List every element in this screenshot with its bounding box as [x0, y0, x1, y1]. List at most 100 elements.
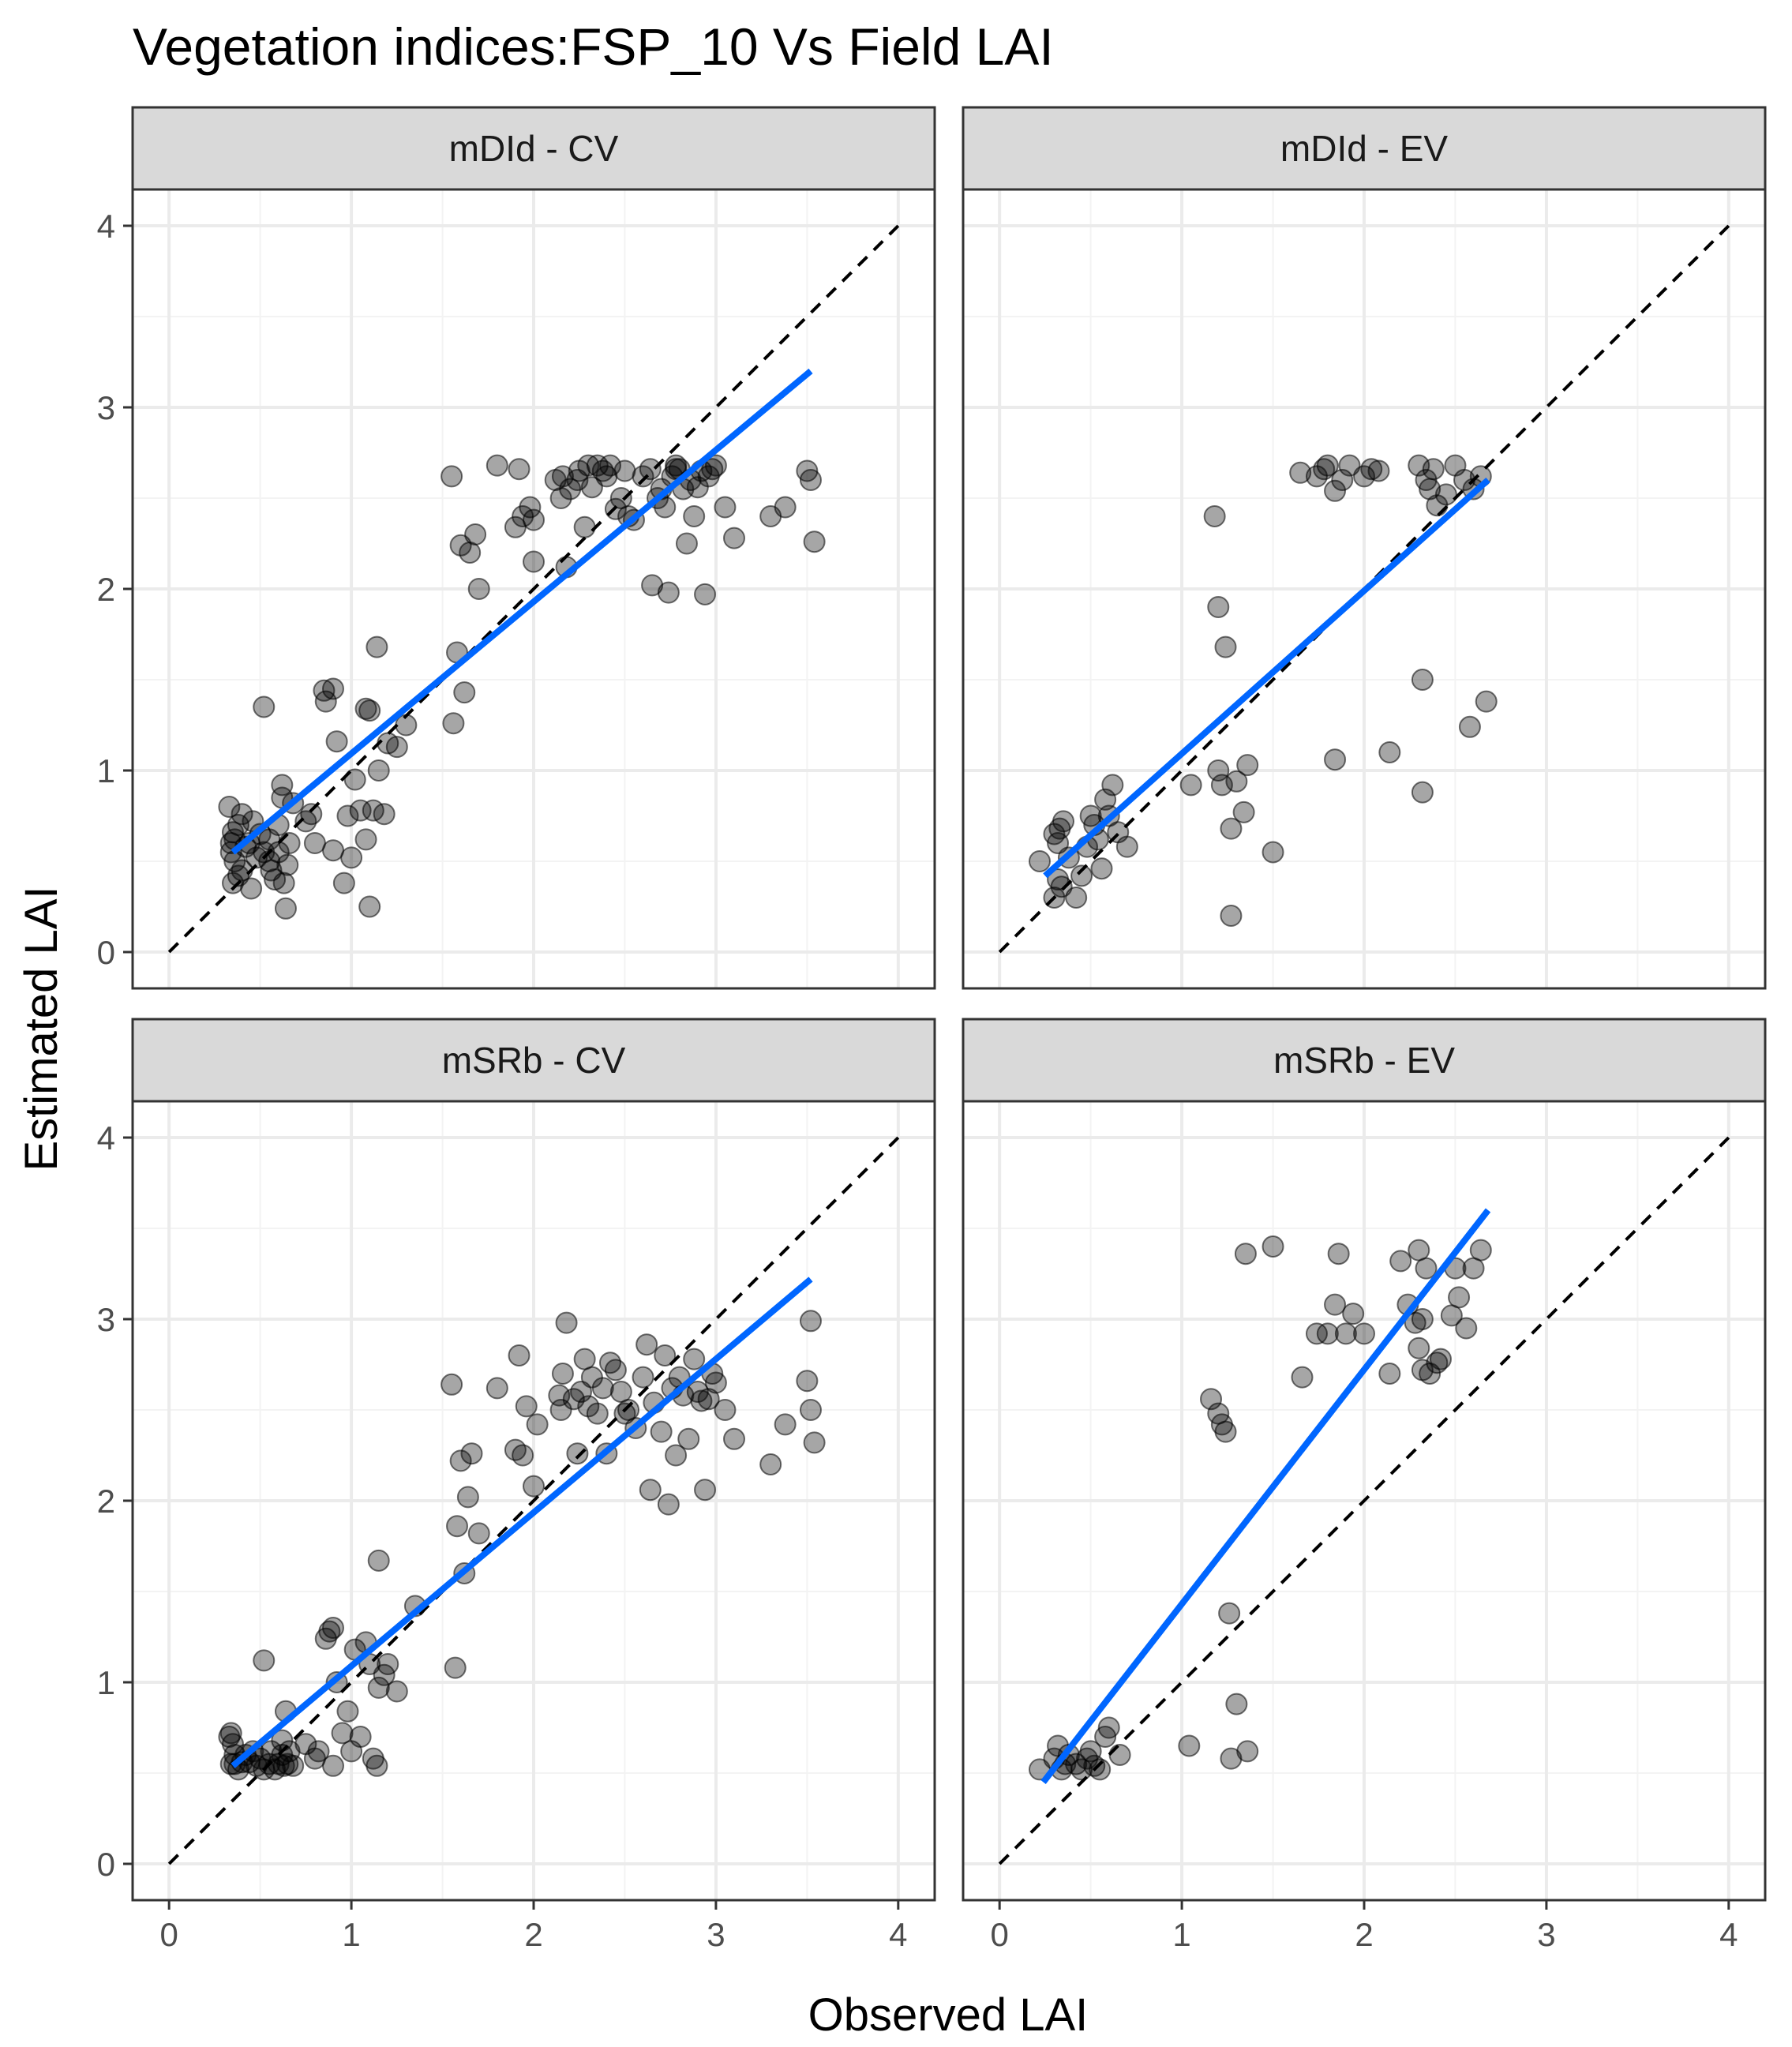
- data-point: [366, 635, 388, 658]
- data-point: [704, 454, 727, 477]
- x-tick-label: 0: [160, 1916, 178, 1953]
- x-tick-label: 2: [1355, 1916, 1373, 1953]
- y-tick-label: 4: [97, 1119, 115, 1157]
- data-point: [1050, 875, 1073, 898]
- data-point: [759, 1453, 782, 1475]
- data-point: [1214, 635, 1237, 658]
- data-point: [1455, 1317, 1478, 1340]
- panel-3: mSRb - CV 0 1 2 3 4 0 1 2 3 4: [97, 1018, 936, 1953]
- data-point: [1178, 1734, 1201, 1757]
- y-tick-label: 0: [97, 1846, 115, 1883]
- data-point: [322, 677, 344, 700]
- y-tick-label: 1: [97, 752, 115, 789]
- data-point: [635, 1333, 658, 1356]
- data-point: [272, 1754, 295, 1777]
- data-point: [1236, 754, 1259, 777]
- data-point: [639, 458, 662, 481]
- data-point: [460, 1442, 483, 1465]
- data-point: [665, 1444, 688, 1467]
- reference-line-1to1: [998, 1136, 1730, 1865]
- data-point: [512, 1444, 534, 1467]
- data-point: [551, 1363, 574, 1385]
- y-tick-label: 0: [97, 934, 115, 971]
- panel-2: mDId - EV: [962, 106, 1767, 990]
- data-point: [1324, 479, 1347, 502]
- data-point: [1207, 596, 1230, 618]
- y-axis-title: Estimated LAI: [16, 886, 67, 1171]
- data-point: [358, 895, 381, 918]
- data-point: [774, 1413, 797, 1436]
- data-point: [446, 1515, 469, 1538]
- data-point: [318, 1620, 341, 1643]
- data-point: [464, 523, 487, 545]
- data-point: [1324, 748, 1347, 771]
- data-point: [231, 803, 253, 826]
- data-point: [523, 508, 545, 531]
- data-point: [604, 1359, 627, 1382]
- facet-panels: mDId - CV 0 1 2 3 4 mDId - EV mSRb - CV 0 1 2 3 4 0 1 2…: [97, 106, 1767, 1953]
- data-point: [314, 690, 337, 713]
- data-point: [774, 496, 797, 519]
- data-point: [340, 846, 363, 869]
- data-point: [332, 872, 355, 894]
- data-point: [639, 1479, 662, 1502]
- facet-strip: [962, 106, 1767, 191]
- y-tick-label: 3: [97, 1301, 115, 1338]
- data-point: [1203, 505, 1226, 527]
- data-point: [723, 527, 745, 549]
- data-point: [331, 1722, 354, 1745]
- data-point: [515, 1395, 538, 1418]
- data-point: [1220, 817, 1243, 840]
- reference-line-1to1: [167, 1136, 900, 1865]
- data-point: [683, 1348, 706, 1370]
- data-point: [573, 515, 596, 538]
- data-point: [1065, 887, 1088, 909]
- data-point: [1220, 905, 1243, 927]
- data-point: [453, 681, 476, 704]
- data-point: [1415, 1257, 1438, 1280]
- data-point: [253, 1649, 276, 1672]
- data-point: [1367, 459, 1390, 482]
- data-point: [1070, 1758, 1093, 1781]
- data-point: [1313, 458, 1336, 481]
- data-point: [1232, 800, 1255, 823]
- data-point: [604, 497, 627, 520]
- data-point: [1338, 454, 1361, 477]
- data-point: [591, 1377, 614, 1400]
- data-point: [231, 859, 253, 882]
- data-point: [385, 1680, 408, 1703]
- data-point: [367, 1549, 390, 1572]
- data-point: [278, 832, 301, 854]
- data-point: [373, 803, 396, 826]
- data-point: [467, 1522, 490, 1545]
- facet-strip-label: mSRb - EV: [1273, 1040, 1455, 1081]
- data-point: [442, 712, 465, 735]
- data-point: [349, 799, 372, 822]
- data-point: [1090, 857, 1113, 880]
- data-point: [441, 465, 463, 488]
- data-point: [1389, 1250, 1412, 1273]
- x-tick-label: 2: [524, 1916, 542, 1953]
- data-point: [1429, 1348, 1452, 1370]
- data-point: [274, 897, 297, 920]
- facet-strip-label: mDId - EV: [1280, 128, 1448, 169]
- data-point: [714, 496, 737, 519]
- data-point: [456, 1486, 479, 1509]
- data-point: [580, 476, 603, 499]
- panel-4: mSRb - EV 0 1 2 3 4: [962, 1018, 1767, 1953]
- data-point: [485, 454, 508, 477]
- data-point: [1262, 1235, 1284, 1258]
- data-point: [1043, 887, 1066, 909]
- reference-line-1to1: [167, 224, 900, 954]
- data-point: [272, 872, 295, 894]
- data-point: [1214, 1420, 1237, 1443]
- data-point: [1422, 458, 1445, 481]
- y-tick-label: 2: [97, 1483, 115, 1520]
- data-point: [467, 578, 490, 600]
- data-point: [1378, 1363, 1401, 1385]
- data-point: [714, 1399, 737, 1421]
- data-point: [1115, 835, 1138, 858]
- data-point: [1028, 850, 1051, 872]
- data-point: [1097, 1716, 1120, 1739]
- data-point: [354, 828, 377, 851]
